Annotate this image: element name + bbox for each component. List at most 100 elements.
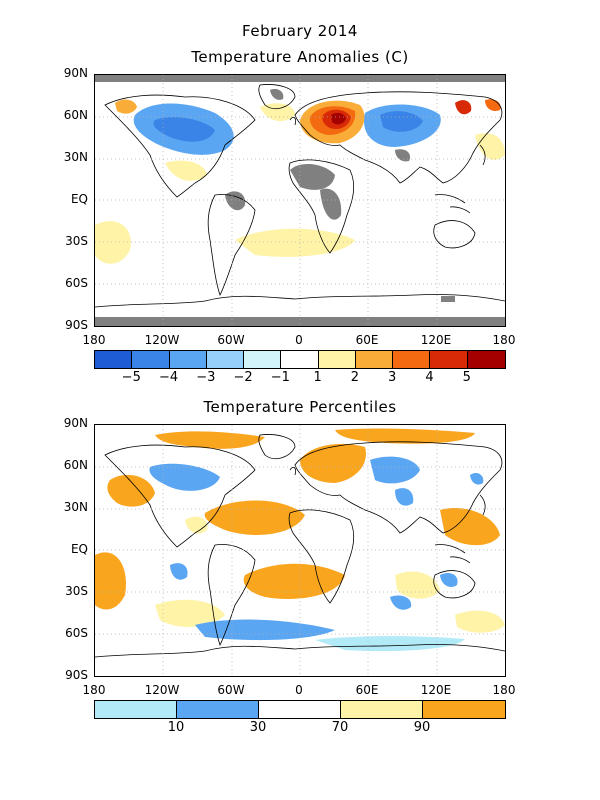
percentile-low-south-indian <box>390 595 412 610</box>
anomaly-colorbar-segment <box>430 351 468 368</box>
percentile-colorbar-segment <box>423 701 505 718</box>
percentile-low-central-asia <box>370 456 420 484</box>
percentile-low-australia-coast <box>440 573 458 587</box>
p2-lat-label-30s: 30S <box>65 584 88 598</box>
missing-amazon <box>225 191 246 211</box>
anomaly-colorbar-label: −5 <box>121 370 141 385</box>
coast-japan <box>479 144 486 166</box>
percentile-colorbar <box>94 700 506 719</box>
anomaly-colorbar-label: 3 <box>388 370 397 385</box>
anomaly-colorbar-segment <box>244 351 282 368</box>
lat-label-30s: 30S <box>65 234 88 248</box>
missing-band-north <box>95 75 505 82</box>
anomaly-cold-north-america-core <box>153 117 215 142</box>
missing-greenland-patch <box>270 89 284 100</box>
coastlines <box>95 84 505 308</box>
percentile-high-europe <box>300 443 366 483</box>
anomaly-warm-europe-peak <box>331 112 346 125</box>
coast-australia <box>433 220 476 249</box>
anomaly-colorbar-label: 1 <box>313 370 322 385</box>
percentile-low-east-pacific <box>170 563 188 580</box>
anomaly-colorbar-segment <box>169 351 207 368</box>
lat-label-eq: EQ <box>70 192 88 206</box>
percentile-high-southwest-pacific <box>95 552 126 610</box>
p2-lat-label-eq: EQ <box>70 542 88 556</box>
percentile-colorbar-segment <box>341 701 423 718</box>
coast-north-america <box>104 94 256 198</box>
percentile-colorbar-label: 90 <box>413 720 431 735</box>
coast-africa-2 <box>288 509 355 604</box>
missing-data-areas <box>225 89 455 302</box>
coast-greenland <box>258 84 296 110</box>
coast-greenland-2 <box>258 434 296 460</box>
p2-lon-label-60e: 60E <box>355 683 379 697</box>
anomaly-colorbar-segment <box>206 351 245 368</box>
anomaly-mild-west-us <box>165 160 207 181</box>
anomaly-colorbar-segment <box>355 351 394 368</box>
lon-label-180e: 180 <box>492 333 516 347</box>
percentile-map-graphics <box>95 425 505 676</box>
anomaly-map-graphics <box>95 75 505 326</box>
lat-label-30n: 30N <box>63 150 88 164</box>
lon-label-60w: 60W <box>217 333 245 347</box>
coast-uk <box>289 116 296 126</box>
p2-lat-label-60n: 60N <box>63 458 88 472</box>
coast-south-america-2 <box>207 544 256 647</box>
percentile-high-gulf <box>185 516 208 534</box>
lat-label-60n: 60N <box>63 108 88 122</box>
coast-eurasia-2 <box>294 441 503 534</box>
anomaly-colorbar <box>94 350 506 369</box>
figure-title: February 2014 <box>242 22 358 40</box>
percentile-panel-title: Temperature Percentiles <box>203 398 397 416</box>
p2-lat-label-90n: 90N <box>63 416 88 430</box>
anomaly-colorbar-label: −3 <box>196 370 216 385</box>
coast-antarctica-2 <box>95 644 505 658</box>
percentile-colorbar-label: 70 <box>331 720 349 735</box>
coast-australia-2 <box>433 570 476 599</box>
missing-band-south <box>95 317 505 326</box>
lon-label-120e: 120E <box>420 333 452 347</box>
coast-uk-2 <box>289 466 296 476</box>
percentile-high-western-pacific <box>440 507 500 546</box>
anomaly-warm-east-asia <box>455 100 472 115</box>
anomaly-mild-south-atlantic <box>235 228 355 257</box>
percentile-low-japan-sea <box>470 472 484 485</box>
percentile-high-south-indian <box>395 571 440 599</box>
anomaly-mild-north-atlantic <box>260 103 295 122</box>
anomaly-colorbar-segment <box>132 351 170 368</box>
anomaly-mild-south-pacific <box>95 221 131 264</box>
p2-lon-label-180w: 180 <box>82 683 106 697</box>
percentile-colorbar-label: 30 <box>249 720 267 735</box>
coast-south-america <box>207 194 256 297</box>
percentile-low-india <box>395 488 414 506</box>
coast-antarctica <box>95 294 505 308</box>
percentile-patches <box>95 428 505 652</box>
missing-tibet <box>395 149 411 162</box>
anomaly-colorbar-label: 5 <box>462 370 471 385</box>
percentile-low-north-america <box>149 463 220 491</box>
coast-north-america-2 <box>104 444 256 548</box>
percentile-low-southern-ocean <box>195 619 335 641</box>
anomaly-colorbar-segment <box>281 351 319 368</box>
percentile-high-north-pacific <box>107 474 155 507</box>
anomaly-patches <box>95 99 505 264</box>
anomaly-panel-title: Temperature Anomalies (C) <box>191 48 409 66</box>
coast-indonesia-2 <box>434 544 471 564</box>
anomaly-map <box>94 74 506 327</box>
anomaly-colorbar-label: 4 <box>425 370 434 385</box>
graticule-percentile <box>95 425 505 676</box>
anomaly-cold-central-asia-core <box>380 111 423 132</box>
p2-lon-label-0: 0 <box>295 683 303 697</box>
coast-japan-2 <box>479 494 486 516</box>
percentile-high-southern-ocean-east <box>455 610 505 633</box>
percentile-colorbar-segment <box>177 701 259 718</box>
lon-label-0: 0 <box>295 333 303 347</box>
p2-lon-label-120e: 120E <box>420 683 452 697</box>
anomaly-colorbar-segment <box>95 351 133 368</box>
lon-label-60e: 60E <box>355 333 379 347</box>
percentile-high-south-atlantic <box>243 563 345 599</box>
anomaly-colorbar-label: 2 <box>350 370 360 385</box>
anomaly-warm-alaska <box>115 99 137 114</box>
coast-indonesia <box>434 194 471 214</box>
p2-lat-label-60s: 60S <box>65 626 88 640</box>
